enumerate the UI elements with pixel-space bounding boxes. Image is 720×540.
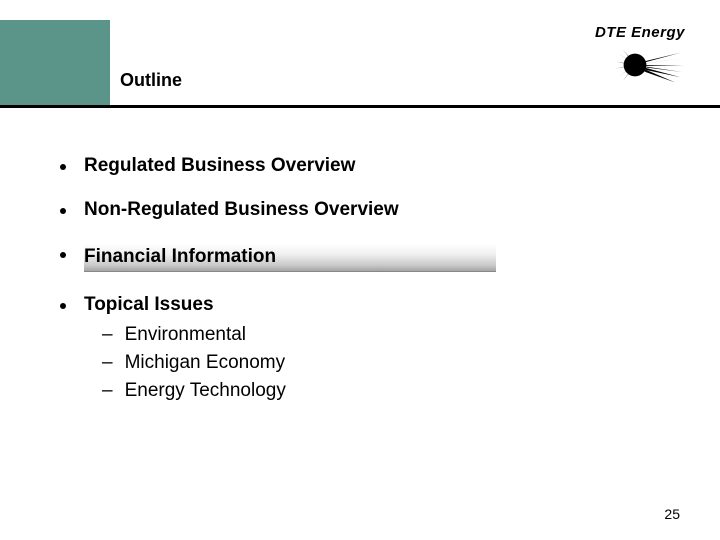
sub-list: – Environmental – Michigan Economy – Ene… xyxy=(84,324,660,402)
header-divider xyxy=(0,105,720,108)
sub-item-label: Energy Technology xyxy=(125,380,286,402)
bullet-text: Non-Regulated Business Overview xyxy=(84,199,660,221)
bullet-dot-icon xyxy=(60,252,66,258)
bullet-label: Topical Issues xyxy=(84,294,214,315)
header-accent-block xyxy=(0,20,110,105)
sub-item: – Michigan Economy xyxy=(102,352,660,374)
dash-icon: – xyxy=(102,352,113,374)
sub-item-label: Michigan Economy xyxy=(125,352,286,374)
dash-icon: – xyxy=(102,324,113,346)
bullet-item-highlighted: Financial Information xyxy=(60,243,660,272)
highlighted-label: Financial Information xyxy=(84,243,496,272)
bullet-dot-icon xyxy=(60,208,66,214)
dash-icon: – xyxy=(102,380,113,402)
bullet-dot-icon xyxy=(60,303,66,309)
sub-item: – Environmental xyxy=(102,324,660,346)
bullet-item: Regulated Business Overview xyxy=(60,155,660,177)
outline-content: Regulated Business Overview Non-Regulate… xyxy=(60,155,660,430)
brand-logo-icon xyxy=(613,44,685,86)
brand-logo: DTE Energy xyxy=(595,24,685,91)
brand-logo-text: DTE Energy xyxy=(595,24,685,41)
page-number: 25 xyxy=(664,506,680,522)
bullet-text: Financial Information xyxy=(84,243,660,272)
bullet-item: Non-Regulated Business Overview xyxy=(60,199,660,221)
bullet-item: Topical Issues – Environmental – Michiga… xyxy=(60,294,660,408)
sub-item-label: Environmental xyxy=(125,324,246,346)
bullet-text: Regulated Business Overview xyxy=(84,155,660,177)
slide-title: Outline xyxy=(120,70,182,91)
sub-item: – Energy Technology xyxy=(102,380,660,402)
bullet-dot-icon xyxy=(60,164,66,170)
bullet-text: Topical Issues – Environmental – Michiga… xyxy=(84,294,660,408)
